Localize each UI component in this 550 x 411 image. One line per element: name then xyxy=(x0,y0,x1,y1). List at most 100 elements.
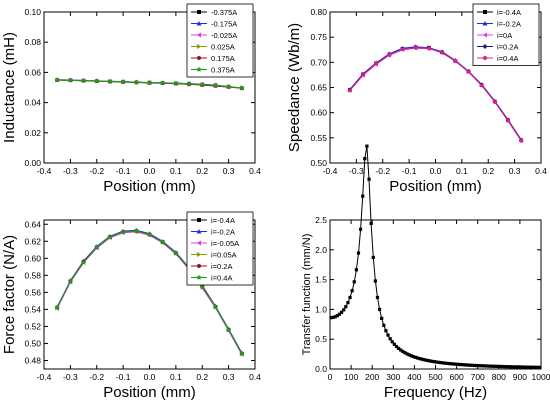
y-tick-label: 1.0 xyxy=(315,304,327,314)
data-point xyxy=(329,316,333,320)
x-tick-label: 0.0 xyxy=(144,372,156,382)
x-tick-label: -0.3 xyxy=(349,166,364,176)
data-point xyxy=(517,365,521,369)
data-point xyxy=(470,363,475,367)
data-point xyxy=(120,229,126,235)
x-tick-label: 0.1 xyxy=(170,166,182,176)
legend-marker xyxy=(196,240,201,246)
data-point xyxy=(538,365,542,369)
data-point xyxy=(494,364,498,368)
x-axis-label: Position (mm) xyxy=(389,178,482,195)
y-tick-label: 0.60 xyxy=(310,108,327,118)
data-point xyxy=(333,315,337,319)
y-tick-label: 0.50 xyxy=(24,338,41,348)
x-tick-label: 0 xyxy=(328,372,333,382)
data-point xyxy=(447,361,451,366)
data-point xyxy=(489,364,494,368)
data-point xyxy=(466,70,471,74)
data-point xyxy=(80,77,87,83)
data-point xyxy=(504,365,508,369)
y-tick-label: 0.02 xyxy=(24,128,41,138)
data-point xyxy=(212,304,219,310)
x-tick-label: -0.1 xyxy=(116,372,131,382)
y-tick-label: 0.06 xyxy=(24,67,41,77)
data-point xyxy=(443,361,447,365)
x-tick-label: 0.0 xyxy=(144,166,156,176)
y-tick-label: 0.5 xyxy=(315,334,327,344)
data-point xyxy=(523,365,527,369)
data-point xyxy=(441,361,445,365)
data-point xyxy=(407,353,411,357)
y-tick-label: 0.52 xyxy=(24,321,41,331)
y-axis-label: Inductance (mH) xyxy=(1,32,18,143)
data-point xyxy=(67,278,74,284)
y-tick-label: 2.5 xyxy=(315,215,327,225)
data-point xyxy=(437,360,441,364)
data-point xyxy=(350,289,354,293)
data-point xyxy=(525,365,529,369)
data-point xyxy=(432,360,437,364)
series-line-5 xyxy=(349,47,522,142)
legend-box xyxy=(186,3,254,78)
data-point xyxy=(173,80,179,86)
data-point xyxy=(394,344,399,349)
data-point xyxy=(427,46,431,51)
x-tick-label: 0.2 xyxy=(196,372,208,382)
y-axis-label: Force factor (N/A) xyxy=(1,235,18,354)
x-tick-label: 0.4 xyxy=(535,166,547,176)
data-point xyxy=(363,157,367,161)
data-point xyxy=(502,364,506,369)
y-tick-label: 2.0 xyxy=(315,245,327,255)
legend-entry: i=0.4A xyxy=(497,54,518,63)
y-tick-label: 0.58 xyxy=(24,270,41,280)
legend-marker xyxy=(197,264,201,268)
data-point xyxy=(173,250,179,256)
data-point xyxy=(415,356,420,360)
data-point xyxy=(361,194,365,198)
data-point xyxy=(186,81,192,87)
y-tick-label: 0.08 xyxy=(24,37,41,47)
data-point xyxy=(496,364,500,368)
data-point xyxy=(532,365,536,369)
data-point xyxy=(500,364,504,369)
data-point xyxy=(534,365,538,369)
legend: i=-0.4A i=-0.2A i=-0.05A i=0.05A i=0.2A i=0.4… xyxy=(186,211,254,286)
legend-entry: i=-0.2A xyxy=(211,228,235,237)
x-tick-label: -0.4 xyxy=(37,372,52,382)
data-point xyxy=(387,52,392,57)
data-point xyxy=(340,310,344,314)
legend-entry: 0.025A xyxy=(211,43,235,52)
x-tick-label: 300 xyxy=(386,372,400,382)
y-tick-label: 0.70 xyxy=(310,57,327,67)
chart-panel-1: -0.4 -0.3 -0.2 -0.1 0.0 0.1 0.2 0.3 0.4 0.00 0.02 0… xyxy=(1,3,261,195)
y-axis-label: Transfer function (mm/N) xyxy=(301,234,313,356)
data-point xyxy=(160,239,166,245)
legend-marker xyxy=(197,44,202,49)
data-point xyxy=(506,118,510,123)
data-point xyxy=(342,308,346,312)
x-tick-label: -0.4 xyxy=(323,166,338,176)
y-tick-label: 0.0 xyxy=(315,364,327,374)
data-point xyxy=(413,45,418,50)
y-tick-label: 0.80 xyxy=(310,7,327,17)
data-point xyxy=(413,355,418,359)
data-point xyxy=(384,329,388,333)
data-point xyxy=(536,365,540,369)
data-point xyxy=(373,279,377,283)
data-point xyxy=(508,365,513,369)
x-tick-label: 0.4 xyxy=(249,372,261,382)
data-point xyxy=(94,244,100,250)
data-point xyxy=(481,364,485,368)
x-tick-label: -0.2 xyxy=(375,166,390,176)
data-point xyxy=(348,295,352,300)
y-tick-label: 0.50 xyxy=(310,158,327,168)
data-point xyxy=(239,85,245,91)
x-tick-label: 700 xyxy=(471,372,485,382)
y-tick-label: 0.62 xyxy=(24,236,41,246)
legend-entry: i=0A xyxy=(497,31,512,40)
x-tick-label: -0.2 xyxy=(89,372,104,382)
legend-marker xyxy=(197,252,202,257)
data-point xyxy=(386,333,390,337)
data-point xyxy=(468,363,472,367)
data-point xyxy=(506,365,510,369)
